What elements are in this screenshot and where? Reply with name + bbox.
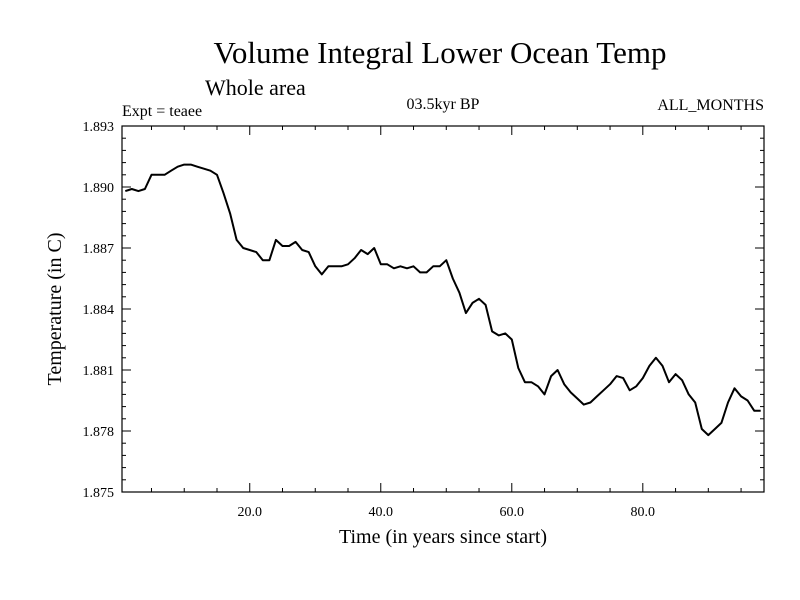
y-tick-label: 1.890 <box>83 181 115 196</box>
period-label: 03.5kyr BP <box>407 96 480 113</box>
x-axis-ticks: 20.0 40.0 60.0 80.0 <box>150 126 742 520</box>
months-label: ALL_MONTHS <box>657 97 764 114</box>
x-tick-label: 80.0 <box>631 505 656 520</box>
chart-subtitle: Whole area <box>205 75 306 100</box>
y-tick-label: 1.887 <box>83 242 115 257</box>
y-tick-label: 1.875 <box>83 486 115 501</box>
y-tick-label: 1.881 <box>83 364 115 379</box>
plot-frame <box>121 125 765 493</box>
x-tick-label: 40.0 <box>369 505 394 520</box>
y-axis-label: Temperature (in C) <box>44 233 66 386</box>
y-tick-label: 1.884 <box>83 303 115 318</box>
y-tick-label: 1.893 <box>83 120 115 135</box>
temperature-series-line <box>124 163 761 437</box>
x-axis-label: Time (in years since start) <box>339 526 547 548</box>
experiment-label: Expt = teaee <box>122 103 202 120</box>
x-tick-label: 60.0 <box>500 505 525 520</box>
x-tick-label: 20.0 <box>237 505 262 520</box>
y-axis-ticks: 1.875 1.878 1.881 1.884 1.887 1.890 1.893 <box>83 120 764 501</box>
y-tick-label: 1.878 <box>83 425 115 440</box>
chart-title: Volume Integral Lower Ocean Temp <box>214 35 667 70</box>
